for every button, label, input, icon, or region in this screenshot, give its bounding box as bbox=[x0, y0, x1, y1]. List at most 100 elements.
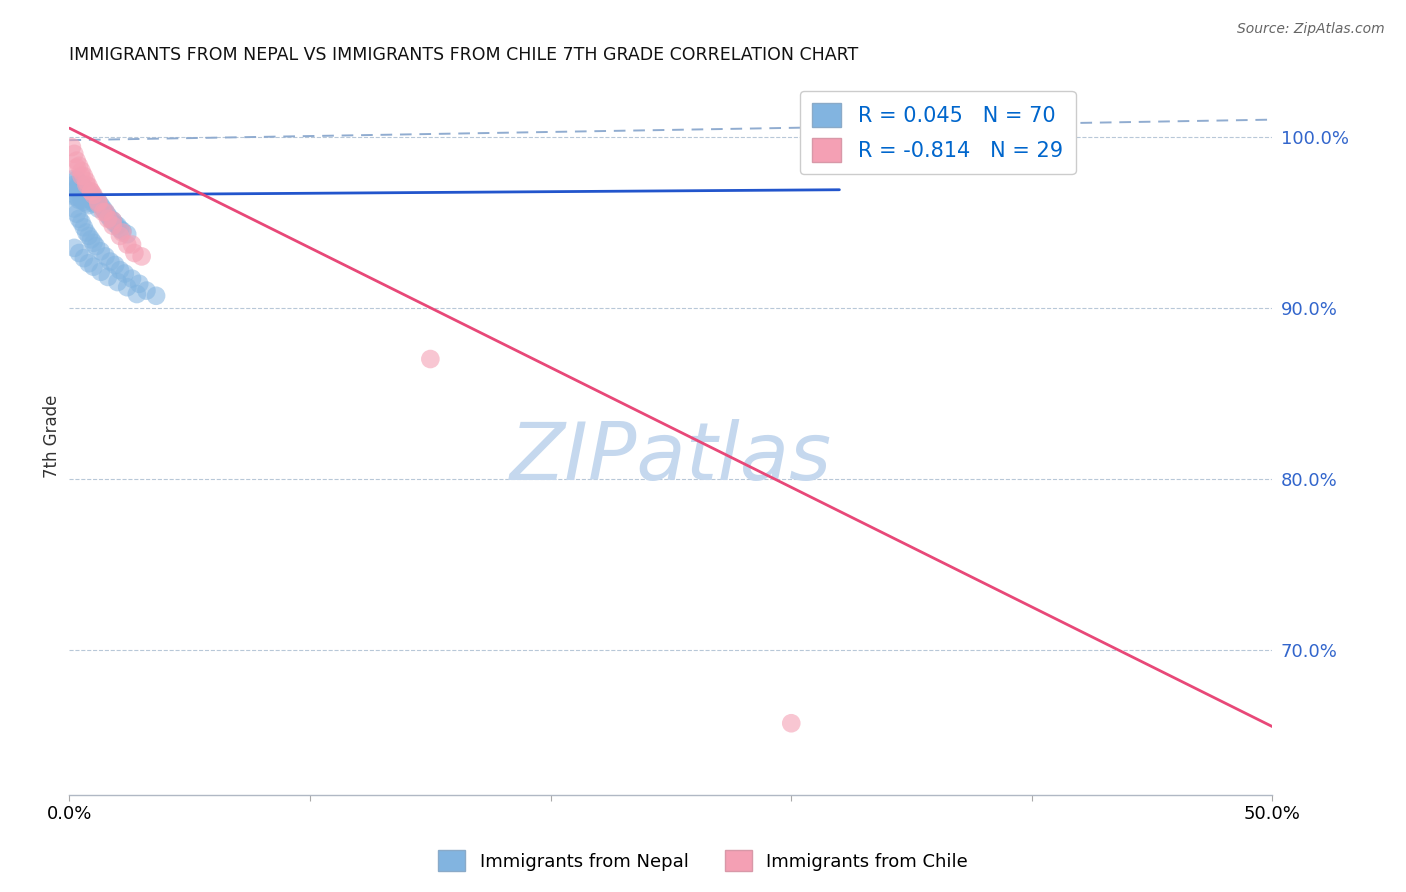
Point bbox=[101, 213, 124, 227]
Point bbox=[73, 187, 96, 202]
Point bbox=[63, 202, 86, 216]
Point bbox=[75, 226, 97, 240]
Point bbox=[63, 178, 86, 192]
Point bbox=[80, 185, 103, 199]
Point bbox=[91, 202, 114, 216]
Point bbox=[80, 185, 103, 199]
Point bbox=[111, 226, 134, 240]
Point bbox=[67, 211, 90, 226]
Point bbox=[94, 205, 117, 219]
Point bbox=[90, 198, 112, 212]
Point bbox=[70, 186, 93, 201]
Point bbox=[77, 191, 100, 205]
Point bbox=[87, 196, 110, 211]
Point bbox=[104, 217, 127, 231]
Text: IMMIGRANTS FROM NEPAL VS IMMIGRANTS FROM CHILE 7TH GRADE CORRELATION CHART: IMMIGRANTS FROM NEPAL VS IMMIGRANTS FROM… bbox=[69, 46, 859, 64]
Point bbox=[67, 193, 90, 207]
Point bbox=[84, 193, 107, 207]
Point bbox=[104, 258, 127, 272]
Point bbox=[75, 189, 97, 203]
Point bbox=[115, 227, 138, 242]
Point bbox=[66, 181, 89, 195]
Point bbox=[108, 263, 131, 277]
Point bbox=[101, 213, 124, 227]
Y-axis label: 7th Grade: 7th Grade bbox=[44, 394, 60, 477]
Point bbox=[80, 187, 103, 202]
Point bbox=[67, 159, 90, 173]
Point bbox=[77, 179, 100, 194]
Point bbox=[70, 215, 93, 229]
Point bbox=[90, 244, 112, 259]
Point bbox=[97, 208, 120, 222]
Point bbox=[94, 249, 117, 263]
Point bbox=[84, 239, 107, 253]
Point bbox=[125, 287, 148, 301]
Text: Source: ZipAtlas.com: Source: ZipAtlas.com bbox=[1237, 22, 1385, 37]
Point bbox=[70, 178, 93, 192]
Point bbox=[107, 275, 129, 289]
Legend: R = 0.045   N = 70, R = -0.814   N = 29: R = 0.045 N = 70, R = -0.814 N = 29 bbox=[800, 91, 1076, 175]
Point bbox=[66, 207, 89, 221]
Point bbox=[67, 246, 90, 260]
Point bbox=[63, 146, 86, 161]
Point bbox=[91, 205, 114, 219]
Point bbox=[77, 198, 100, 212]
Point bbox=[77, 228, 100, 243]
Point bbox=[75, 185, 97, 199]
Point bbox=[60, 172, 83, 186]
Point bbox=[75, 196, 97, 211]
Point bbox=[66, 161, 89, 175]
Point bbox=[145, 289, 167, 303]
Point bbox=[83, 189, 105, 203]
Point bbox=[83, 187, 105, 202]
Point bbox=[114, 267, 136, 281]
Point bbox=[73, 220, 96, 235]
Point bbox=[73, 251, 96, 265]
Text: ZIPatlas: ZIPatlas bbox=[510, 418, 832, 497]
Point bbox=[83, 196, 105, 211]
Point bbox=[77, 256, 100, 270]
Point bbox=[63, 185, 86, 199]
Point bbox=[66, 153, 89, 168]
Point bbox=[121, 237, 143, 252]
Point bbox=[98, 254, 121, 268]
Point bbox=[131, 249, 153, 263]
Point bbox=[63, 189, 86, 203]
Point bbox=[67, 176, 90, 190]
Point bbox=[108, 228, 131, 243]
Point bbox=[83, 260, 105, 274]
Point bbox=[87, 194, 110, 209]
Point bbox=[66, 189, 89, 203]
Point bbox=[101, 219, 124, 233]
Point bbox=[80, 193, 103, 207]
Point bbox=[60, 140, 83, 154]
Point bbox=[121, 271, 143, 285]
Point bbox=[124, 246, 146, 260]
Point bbox=[75, 174, 97, 188]
Point bbox=[94, 205, 117, 219]
Point bbox=[111, 224, 134, 238]
Point bbox=[67, 185, 90, 199]
Point bbox=[419, 351, 441, 366]
Point bbox=[73, 169, 96, 183]
Point bbox=[90, 265, 112, 279]
Point bbox=[135, 284, 157, 298]
Point bbox=[77, 186, 100, 201]
Legend: Immigrants from Nepal, Immigrants from Chile: Immigrants from Nepal, Immigrants from C… bbox=[430, 843, 976, 879]
Point bbox=[107, 219, 129, 233]
Point bbox=[128, 277, 150, 291]
Point bbox=[73, 194, 96, 209]
Point bbox=[63, 241, 86, 255]
Point bbox=[108, 222, 131, 236]
Point bbox=[80, 232, 103, 246]
Point bbox=[97, 269, 120, 284]
Point bbox=[73, 181, 96, 195]
Point bbox=[87, 194, 110, 209]
Point bbox=[87, 202, 110, 216]
Point bbox=[115, 280, 138, 294]
Point bbox=[70, 164, 93, 178]
Point bbox=[75, 178, 97, 192]
Point bbox=[70, 169, 93, 183]
Point bbox=[98, 211, 121, 226]
Point bbox=[83, 235, 105, 250]
